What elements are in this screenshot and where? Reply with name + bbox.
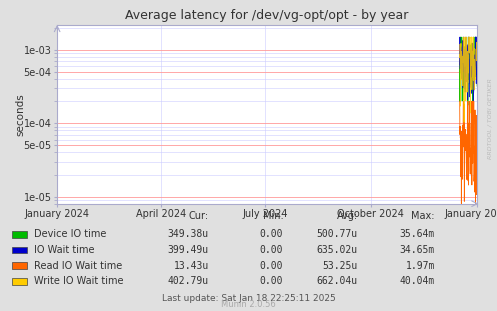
- Text: 34.65m: 34.65m: [400, 245, 435, 255]
- Title: Average latency for /dev/vg-opt/opt - by year: Average latency for /dev/vg-opt/opt - by…: [125, 9, 409, 22]
- Text: 0.00: 0.00: [260, 245, 283, 255]
- Text: 0.00: 0.00: [260, 230, 283, 239]
- Text: 399.49u: 399.49u: [167, 245, 209, 255]
- Y-axis label: seconds: seconds: [16, 93, 26, 136]
- Text: Write IO Wait time: Write IO Wait time: [34, 276, 123, 286]
- Text: 635.02u: 635.02u: [317, 245, 358, 255]
- Text: 500.77u: 500.77u: [317, 230, 358, 239]
- Text: 35.64m: 35.64m: [400, 230, 435, 239]
- Text: IO Wait time: IO Wait time: [34, 245, 94, 255]
- Text: Avg:: Avg:: [336, 211, 358, 221]
- Text: 662.04u: 662.04u: [317, 276, 358, 286]
- Text: 1.97m: 1.97m: [406, 261, 435, 271]
- Text: Min:: Min:: [262, 211, 283, 221]
- Text: 0.00: 0.00: [260, 261, 283, 271]
- Text: Max:: Max:: [412, 211, 435, 221]
- Text: RRDTOOL / TOBI OETIKER: RRDTOOL / TOBI OETIKER: [487, 78, 492, 159]
- Text: 13.43u: 13.43u: [173, 261, 209, 271]
- Text: Read IO Wait time: Read IO Wait time: [34, 261, 122, 271]
- Text: 402.79u: 402.79u: [167, 276, 209, 286]
- Text: 0.00: 0.00: [260, 276, 283, 286]
- Text: Last update: Sat Jan 18 22:25:11 2025: Last update: Sat Jan 18 22:25:11 2025: [162, 294, 335, 303]
- Text: 40.04m: 40.04m: [400, 276, 435, 286]
- Text: Device IO time: Device IO time: [34, 230, 106, 239]
- Text: 349.38u: 349.38u: [167, 230, 209, 239]
- Text: Cur:: Cur:: [189, 211, 209, 221]
- Text: 53.25u: 53.25u: [323, 261, 358, 271]
- Text: Munin 2.0.56: Munin 2.0.56: [221, 299, 276, 309]
